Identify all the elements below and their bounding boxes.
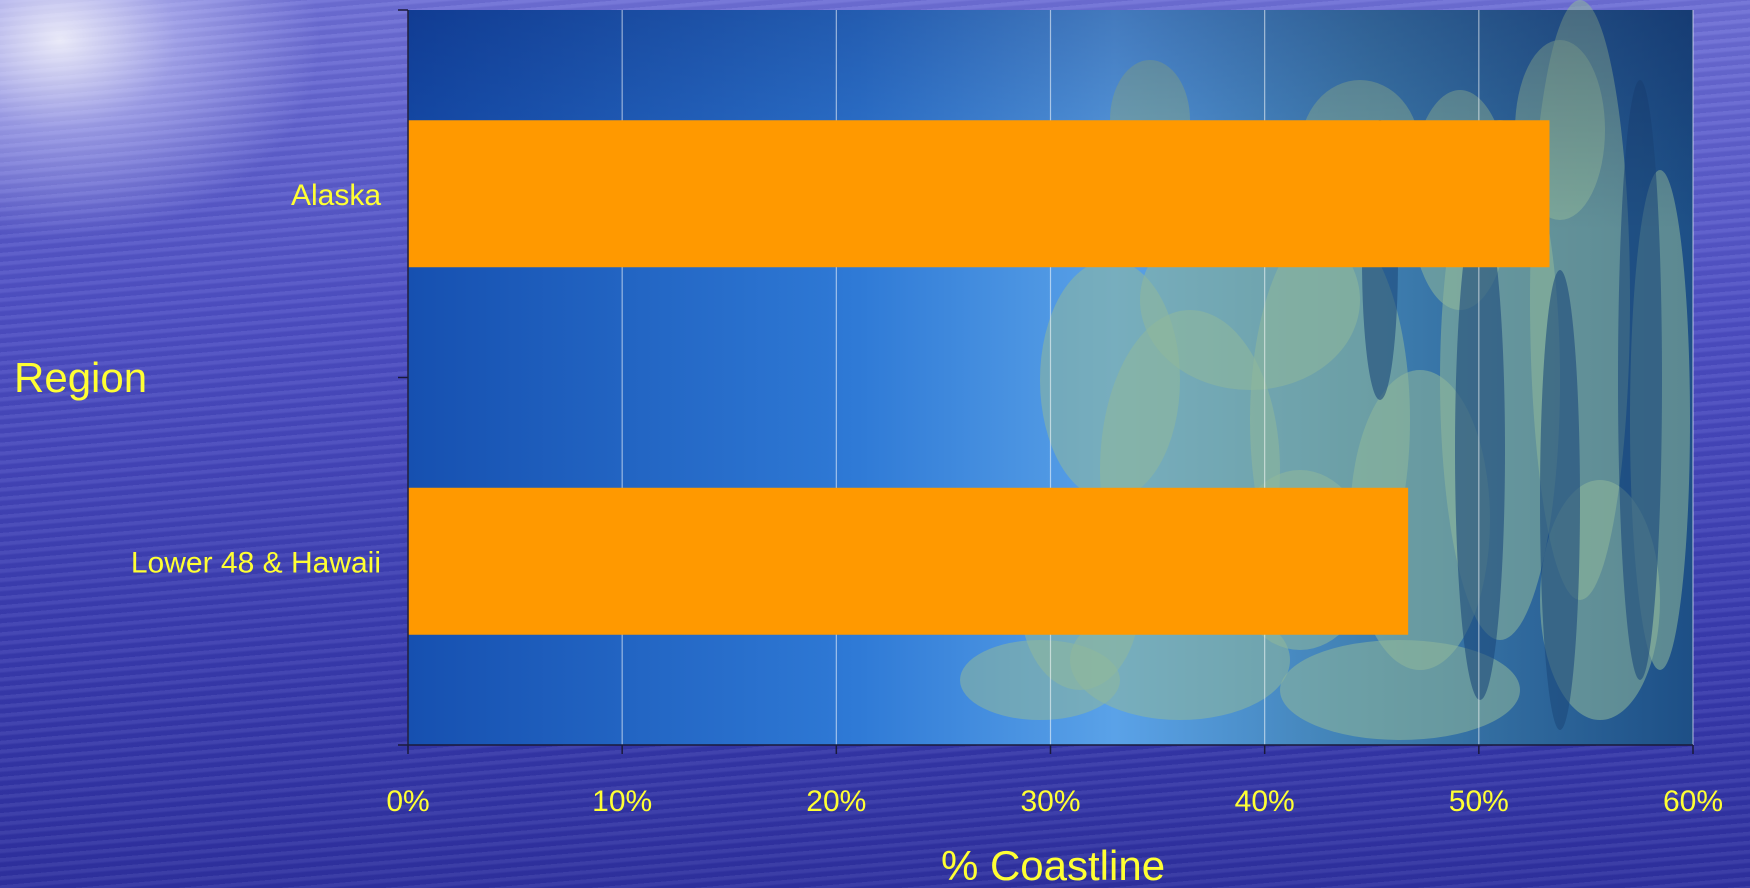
x-tick-label: 10% <box>592 785 652 818</box>
y-category-label: Alaska <box>291 179 381 212</box>
axes <box>398 9 1694 754</box>
x-tick-label: 30% <box>1020 785 1080 818</box>
x-tick-labels: 0% 10% 20% 30% 40% 50% 60% <box>386 785 1723 818</box>
x-tick-label: 0% <box>386 785 429 818</box>
y-tick-labels: Alaska Lower 48 & Hawaii <box>131 179 381 580</box>
x-tick-label: 50% <box>1449 785 1509 818</box>
x-tick-label: 40% <box>1235 785 1295 818</box>
y-axis-title: Region <box>14 354 147 401</box>
bar-1 <box>408 487 1409 635</box>
bar-0 <box>408 120 1550 268</box>
x-axis-title: % Coastline <box>941 842 1165 888</box>
y-category-label: Lower 48 & Hawaii <box>131 546 381 579</box>
bars <box>408 120 1550 635</box>
x-tick-label: 60% <box>1663 785 1723 818</box>
x-tick-label: 20% <box>806 785 866 818</box>
